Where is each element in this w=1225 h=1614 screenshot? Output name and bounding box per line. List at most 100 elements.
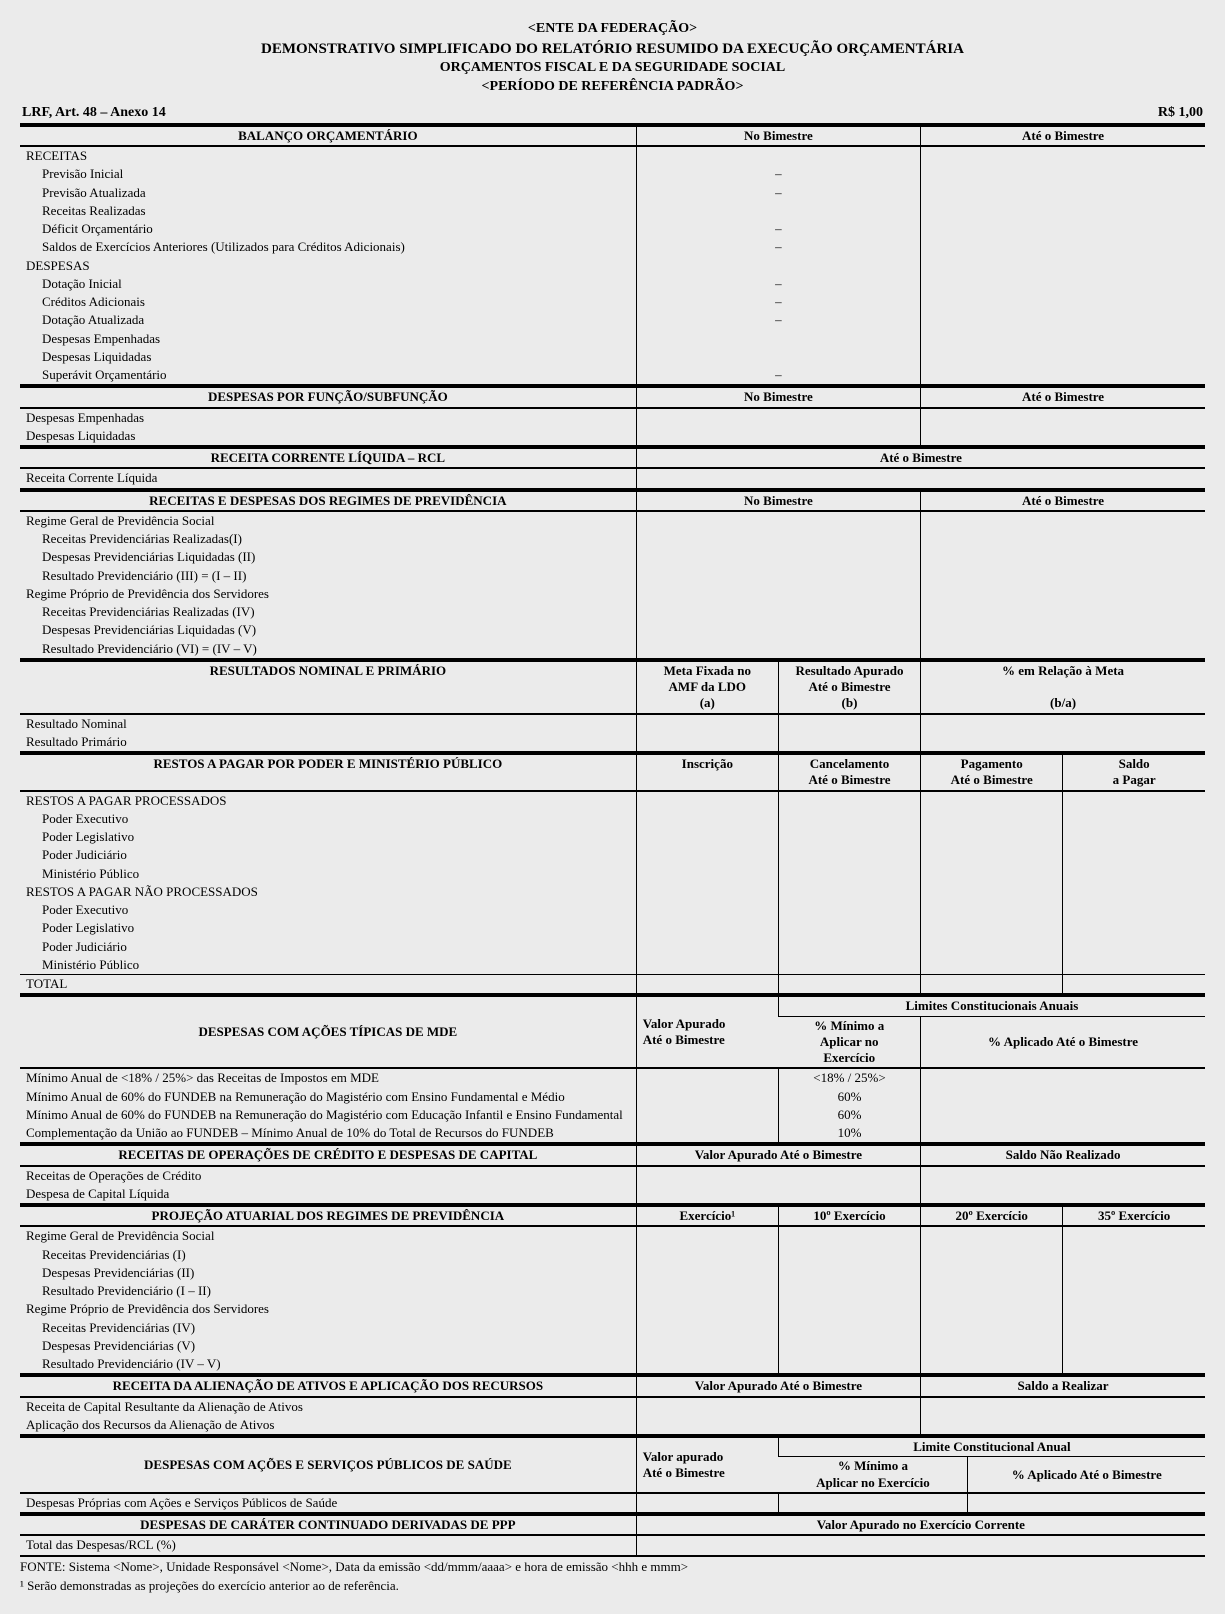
s1-r4-v: – bbox=[636, 220, 920, 238]
previdencia-table: RECEITAS E DESPESAS DOS REGIMES DE PREVI… bbox=[20, 490, 1205, 660]
s1-d6-v: – bbox=[636, 366, 920, 385]
s1-r2: Previsão Atualizada bbox=[20, 184, 636, 202]
s4-g1: Regime Geral de Previdência Social bbox=[20, 511, 636, 530]
s10-title: RECEITA DA ALIENAÇÃO DE ATIVOS E APLICAÇ… bbox=[20, 1376, 636, 1396]
s2-title: DESPESAS POR FUNÇÃO/SUBFUNÇÃO bbox=[20, 387, 636, 407]
s3-col-atebim: Até o Bimestre bbox=[636, 448, 1205, 468]
s9-c2: 10º Exercício bbox=[778, 1206, 920, 1226]
mde-table: DESPESAS COM AÇÕES TÍPICAS DE MDE Valor … bbox=[20, 995, 1205, 1144]
s4-title: RECEITAS E DESPESAS DOS REGIMES DE PREVI… bbox=[20, 491, 636, 511]
s10-c1: Valor Apurado Até o Bimestre bbox=[636, 1376, 920, 1396]
s6-g1-pe: Poder Executivo bbox=[20, 810, 636, 828]
top-meta-row: LRF, Art. 48 – Anexo 14 R$ 1,00 bbox=[20, 105, 1205, 125]
s8-c2: Saldo Não Realizado bbox=[921, 1145, 1205, 1165]
s7-v2: 60% bbox=[778, 1088, 920, 1106]
s11-c3: % Aplicado Até o Bimestre bbox=[968, 1457, 1205, 1493]
s9-c3: 20º Exercício bbox=[921, 1206, 1063, 1226]
s3-r1: Receita Corrente Líquida bbox=[20, 468, 636, 488]
s1-r1-v: – bbox=[636, 165, 920, 183]
balanco-orcamentario-table: BALANÇO ORÇAMENTÁRIO No Bimestre Até o B… bbox=[20, 125, 1205, 387]
s6-g1-mp: Ministério Público bbox=[20, 865, 636, 883]
s4-col-atebim: Até o Bimestre bbox=[921, 491, 1205, 511]
rcl-table: RECEITA CORRENTE LÍQUIDA – RCL Até o Bim… bbox=[20, 447, 1205, 490]
s7-r3: Mínimo Anual de 60% do FUNDEB na Remuner… bbox=[20, 1106, 636, 1124]
s9-g2r2: Despesas Previdenciárias (V) bbox=[20, 1337, 636, 1355]
s12-title: DESPESAS DE CARÁTER CONTINUADO DERIVADAS… bbox=[20, 1515, 636, 1535]
s8-c1: Valor Apurado Até o Bimestre bbox=[636, 1145, 920, 1165]
s6-total: TOTAL bbox=[20, 975, 636, 995]
s7-v4: 10% bbox=[778, 1124, 920, 1143]
s4-g2r3: Resultado Previdenciário (VI) = (IV – V) bbox=[20, 640, 636, 659]
s9-c1: Exercício¹ bbox=[636, 1206, 778, 1226]
s6-g1-pj: Poder Judiciário bbox=[20, 846, 636, 864]
s7-v3: 60% bbox=[778, 1106, 920, 1124]
op-credito-table: RECEITAS DE OPERAÇÕES DE CRÉDITO E DESPE… bbox=[20, 1144, 1205, 1205]
report-subtitle-2: <PERÍODO DE REFERÊNCIA PADRÃO> bbox=[20, 78, 1205, 97]
s5-c2: Resultado ApuradoAté o Bimestre(b) bbox=[778, 661, 920, 714]
s1-d3: Dotação Atualizada bbox=[20, 311, 636, 329]
s5-r1: Resultado Nominal bbox=[20, 714, 636, 733]
s2-col-atebim: Até o Bimestre bbox=[921, 387, 1205, 407]
report-subtitle-1: ORÇAMENTOS FISCAL E DA SEGURIDADE SOCIAL bbox=[20, 59, 1205, 78]
s6-title: RESTOS A PAGAR POR PODER E MINISTÉRIO PÚ… bbox=[20, 754, 636, 791]
s1-d6: Superávit Orçamentário bbox=[20, 366, 636, 385]
s1-col-atebim: Até o Bimestre bbox=[921, 126, 1205, 146]
report-title: DEMONSTRATIVO SIMPLIFICADO DO RELATÓRIO … bbox=[20, 39, 1205, 59]
alienacao-ativos-table: RECEITA DA ALIENAÇÃO DE ATIVOS E APLICAÇ… bbox=[20, 1375, 1205, 1436]
resultados-nominal-table: RESULTADOS NOMINAL E PRIMÁRIO Meta Fixad… bbox=[20, 660, 1205, 753]
report-page: <ENTE DA FEDERAÇÃO> DEMONSTRATIVO SIMPLI… bbox=[20, 20, 1205, 1594]
despesas-funcao-table: DESPESAS POR FUNÇÃO/SUBFUNÇÃO No Bimestr… bbox=[20, 386, 1205, 447]
s7-c1: Valor ApuradoAté o Bimestre bbox=[636, 996, 778, 1068]
s4-g1r1: Receitas Previdenciárias Realizadas(I) bbox=[20, 530, 636, 548]
s6-c3: PagamentoAté o Bimestre bbox=[921, 754, 1063, 791]
s9-g1r3: Resultado Previdenciário (I – II) bbox=[20, 1282, 636, 1300]
s6-c2: CancelamentoAté o Bimestre bbox=[778, 754, 920, 791]
s6-g2-pe: Poder Executivo bbox=[20, 901, 636, 919]
s9-g2r1: Receitas Previdenciárias (IV) bbox=[20, 1319, 636, 1337]
projecao-atuarial-table: PROJEÇÃO ATUARIAL DOS REGIMES DE PREVIDÊ… bbox=[20, 1205, 1205, 1375]
saude-table: DESPESAS COM AÇÕES E SERVIÇOS PÚBLICOS D… bbox=[20, 1436, 1205, 1514]
s3-title: RECEITA CORRENTE LÍQUIDA – RCL bbox=[20, 448, 636, 468]
s12-c1: Valor Apurado no Exercício Corrente bbox=[636, 1515, 1205, 1535]
s5-title: RESULTADOS NOMINAL E PRIMÁRIO bbox=[20, 661, 636, 714]
s6-c4: Saldoa Pagar bbox=[1063, 754, 1205, 791]
s6-g2-pj: Poder Judiciário bbox=[20, 938, 636, 956]
s7-v1: <18% / 25%> bbox=[778, 1068, 920, 1087]
s1-d1-v: – bbox=[636, 275, 920, 293]
s9-g1r1: Receitas Previdenciárias (I) bbox=[20, 1246, 636, 1264]
s9-g1: Regime Geral de Previdência Social bbox=[20, 1226, 636, 1245]
s1-despesas: DESPESAS bbox=[20, 257, 636, 275]
s7-r1: Mínimo Anual de <18% / 25%> das Receitas… bbox=[20, 1068, 636, 1087]
s6-g1: RESTOS A PAGAR PROCESSADOS bbox=[20, 791, 636, 810]
report-header: <ENTE DA FEDERAÇÃO> DEMONSTRATIVO SIMPLI… bbox=[20, 20, 1205, 97]
s4-g2r1: Receitas Previdenciárias Realizadas (IV) bbox=[20, 603, 636, 621]
currency-unit: R$ 1,00 bbox=[1158, 105, 1203, 121]
s1-receitas: RECEITAS bbox=[20, 146, 636, 165]
s8-title: RECEITAS DE OPERAÇÕES DE CRÉDITO E DESPE… bbox=[20, 1145, 636, 1165]
ppp-table: DESPESAS DE CARÁTER CONTINUADO DERIVADAS… bbox=[20, 1514, 1205, 1557]
s10-c2: Saldo a Realizar bbox=[921, 1376, 1205, 1396]
s10-r2: Aplicação dos Recursos da Alienação de A… bbox=[20, 1416, 636, 1435]
footer-fonte: FONTE: Sistema <Nome>, Unidade Responsáv… bbox=[20, 1557, 1205, 1576]
s7-c3: % Aplicado Até o Bimestre bbox=[921, 1016, 1205, 1068]
s5-c1: Meta Fixada noAMF da LDO(a) bbox=[636, 661, 778, 714]
s4-g2r2: Despesas Previdenciárias Liquidadas (V) bbox=[20, 621, 636, 639]
s8-r1: Receitas de Operações de Crédito bbox=[20, 1166, 636, 1185]
s9-g2: Regime Próprio de Previdência dos Servid… bbox=[20, 1300, 636, 1318]
s1-r5-v: – bbox=[636, 238, 920, 256]
s4-col-nobim: No Bimestre bbox=[636, 491, 920, 511]
s1-d2-v: – bbox=[636, 293, 920, 311]
s1-d1: Dotação Inicial bbox=[20, 275, 636, 293]
s6-g1-pl: Poder Legislativo bbox=[20, 828, 636, 846]
s1-r1: Previsão Inicial bbox=[20, 165, 636, 183]
s1-r5: Saldos de Exercícios Anteriores (Utiliza… bbox=[20, 238, 636, 256]
s8-r2: Despesa de Capital Líquida bbox=[20, 1185, 636, 1204]
ente-label: <ENTE DA FEDERAÇÃO> bbox=[20, 20, 1205, 39]
s4-g1r2: Despesas Previdenciárias Liquidadas (II) bbox=[20, 548, 636, 566]
s9-c4: 35º Exercício bbox=[1063, 1206, 1205, 1226]
lrf-reference: LRF, Art. 48 – Anexo 14 bbox=[22, 105, 166, 121]
s6-g2: RESTOS A PAGAR NÃO PROCESSADOS bbox=[20, 883, 636, 901]
s10-r1: Receita de Capital Resultante da Alienaç… bbox=[20, 1397, 636, 1416]
s2-r2: Despesas Liquidadas bbox=[20, 427, 636, 446]
s1-r3: Receitas Realizadas bbox=[20, 202, 636, 220]
